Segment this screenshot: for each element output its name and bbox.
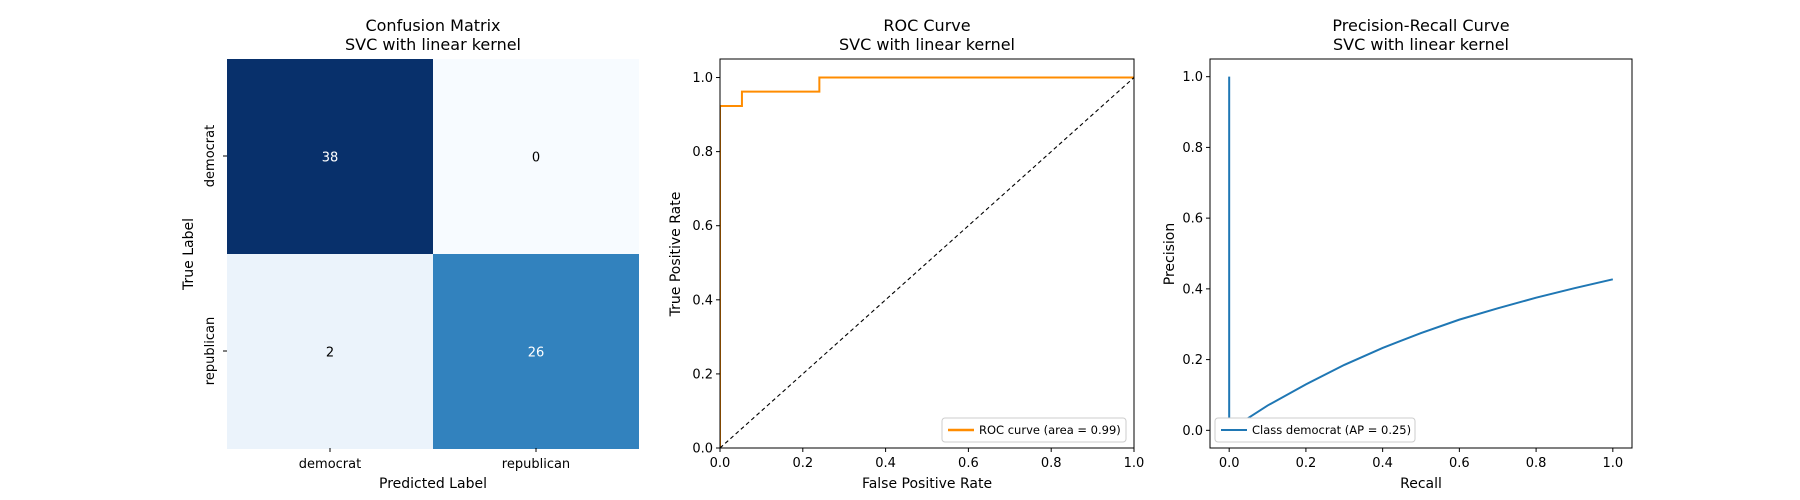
roc-ytick-0: 0.0	[692, 442, 713, 457]
roc-curve-chart: ROC Curve SVC with linear kernel 0.0 0.2 0…	[668, 16, 1145, 492]
pr-ytick-5: 1.0	[1182, 70, 1203, 85]
roc-xtick-3: 0.6	[958, 456, 979, 471]
pr-ytick-0: 0.0	[1182, 424, 1203, 439]
roc-series-1	[720, 77, 1134, 448]
pr-xtick-0: 0.0	[1219, 456, 1240, 471]
roc-ytick-4: 0.8	[692, 145, 713, 160]
roc-xtick-4: 0.8	[1041, 456, 1062, 471]
pr-ytick-1: 0.2	[1182, 353, 1203, 368]
roc-xtick-0: 0.0	[710, 456, 731, 471]
cm-xtick-0: democrat	[299, 457, 361, 472]
cm-subtitle: SVC with linear kernel	[345, 35, 521, 54]
pr-ytick-2: 0.4	[1182, 282, 1203, 297]
cm-cell-value-1-1: 26	[528, 346, 545, 361]
roc-legend-box	[941, 417, 1127, 443]
pr-xlabel: Recall	[1400, 476, 1442, 492]
roc-ytick-2: 0.4	[692, 293, 713, 308]
cm-cell-value-0-1: 0	[532, 151, 540, 166]
roc-subtitle: SVC with linear kernel	[839, 35, 1015, 54]
cm-cell-0-1	[433, 59, 639, 254]
roc-ytick-1: 0.2	[692, 367, 713, 382]
roc-legend-label: ROC curve (area = 0.99)	[979, 423, 1121, 437]
cm-ylabel: True Label	[181, 218, 197, 291]
roc-legend: ROC curve (area = 0.99)	[941, 417, 1127, 443]
pr-subtitle: SVC with linear kernel	[1333, 35, 1509, 54]
roc-ytick-3: 0.6	[692, 219, 713, 234]
pr-xtick-3: 0.6	[1449, 456, 1470, 471]
confusion-matrix-chart: Confusion Matrix SVC with linear kernel …	[181, 16, 639, 492]
roc-series-0	[720, 76, 1134, 448]
roc-xtick-2: 0.4	[875, 456, 896, 471]
pr-xtick-1: 0.2	[1296, 456, 1317, 471]
roc-xtick-5: 1.0	[1124, 456, 1145, 471]
pr-frame	[1209, 58, 1633, 449]
roc-ylabel: True Positive Rate	[668, 192, 684, 318]
pr-legend: Class democrat (AP = 0.25)	[1214, 417, 1416, 443]
roc-xlabel: False Positive Rate	[862, 476, 992, 492]
cm-cell-0-0	[227, 59, 433, 254]
cm-xlabel: Predicted Label	[379, 476, 487, 492]
cm-cell-1-1	[433, 254, 639, 449]
pr-ylabel: Precision	[1162, 223, 1178, 285]
roc-frame	[719, 58, 1135, 449]
roc-xtick-1: 0.2	[792, 456, 813, 471]
roc-title: ROC Curve	[883, 16, 970, 35]
pr-series-0	[1228, 76, 1614, 433]
pr-xtick-5: 1.0	[1602, 456, 1623, 471]
cm-title: Confusion Matrix	[365, 16, 500, 35]
cm-ytick-0: democrat	[203, 125, 218, 187]
cm-cell-1-0	[227, 254, 433, 449]
pr-title: Precision-Recall Curve	[1332, 16, 1509, 35]
cm-cell-value-1-0: 2	[326, 346, 334, 361]
pr-legend-box	[1214, 417, 1416, 443]
pr-legend-label: Class democrat (AP = 0.25)	[1252, 423, 1411, 437]
pr-ytick-3: 0.6	[1182, 212, 1203, 227]
precision-recall-chart: Precision-Recall Curve SVC with linear k…	[1162, 16, 1633, 492]
pr-xtick-2: 0.4	[1372, 456, 1393, 471]
cm-ytick-1: republican	[203, 317, 218, 385]
pr-ytick-4: 0.8	[1182, 141, 1203, 156]
roc-ytick-5: 1.0	[692, 71, 713, 86]
cm-xtick-1: republican	[502, 457, 570, 472]
cm-cell-value-0-0: 38	[322, 151, 339, 166]
pr-xtick-4: 0.8	[1526, 456, 1547, 471]
